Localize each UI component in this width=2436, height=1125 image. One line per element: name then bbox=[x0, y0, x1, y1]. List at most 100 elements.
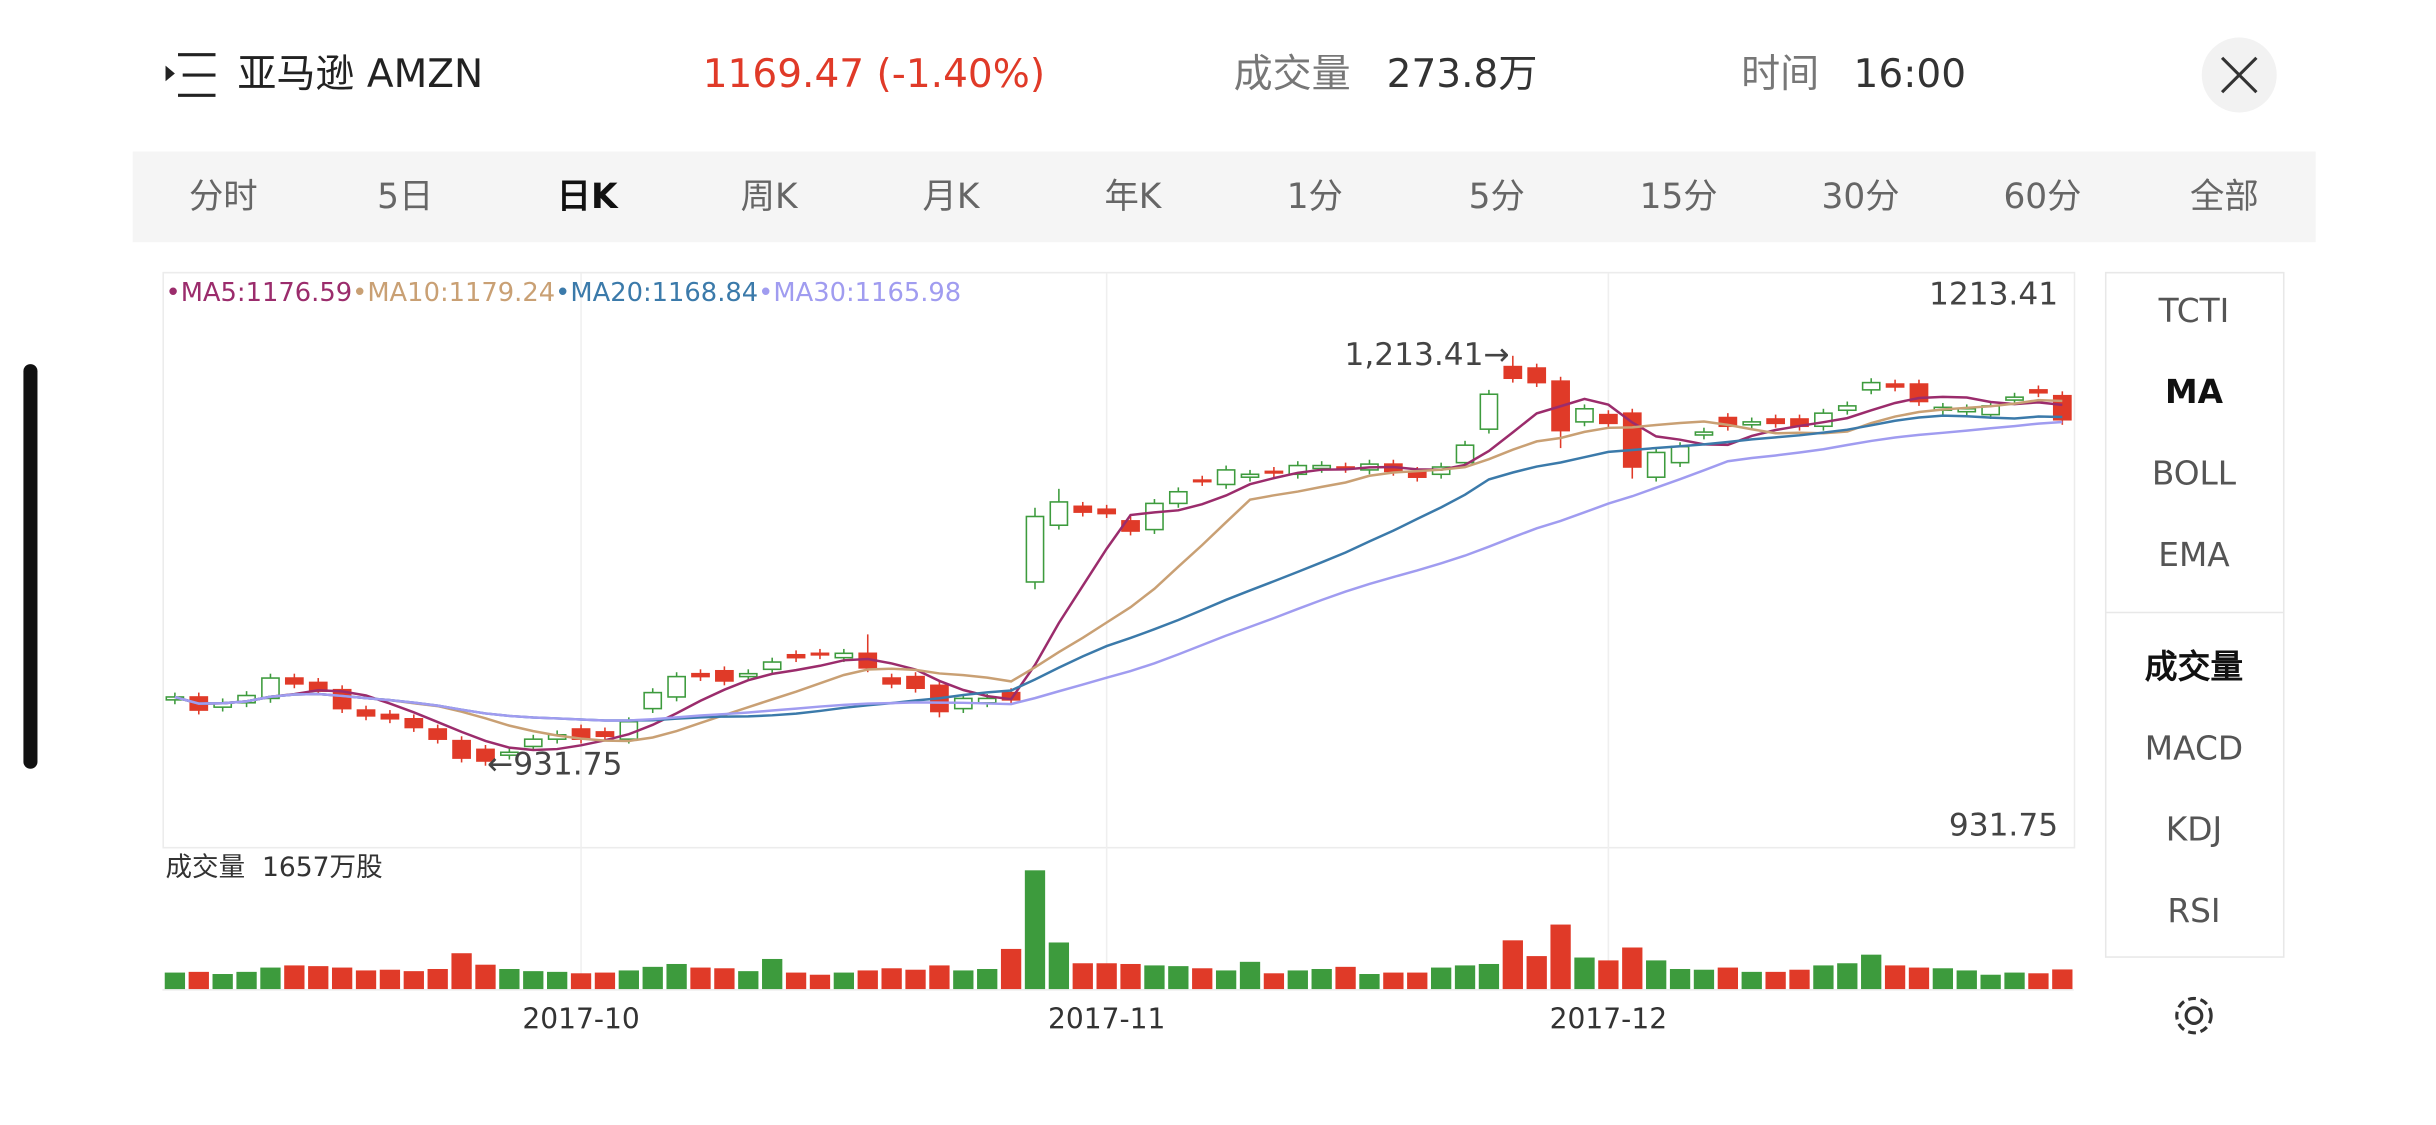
ma-line bbox=[174, 420, 2063, 722]
volume-bar bbox=[2028, 973, 2049, 990]
volume-bar bbox=[1000, 948, 1022, 990]
volume-bar bbox=[1263, 973, 1285, 990]
volume-bar bbox=[1693, 969, 1715, 990]
candle-body bbox=[1049, 501, 1069, 527]
volume-bar bbox=[2052, 969, 2073, 990]
volume-bar bbox=[1239, 961, 1261, 990]
tabs: 分时 5日 日K 周K 月K 年K 1分 5分 15分 30分 60分 全部 bbox=[189, 177, 2259, 217]
volume-bar bbox=[1574, 957, 1595, 990]
volume-bar bbox=[1717, 967, 1738, 990]
candle-body bbox=[762, 661, 782, 671]
candle-body bbox=[1575, 408, 1594, 423]
settings-icon[interactable] bbox=[2175, 996, 2213, 1035]
volume-bar bbox=[977, 968, 998, 990]
indicator[interactable]: BOLL bbox=[2152, 454, 2237, 492]
volume-bar bbox=[284, 965, 305, 990]
volume-bar bbox=[1884, 965, 1906, 990]
volume-bar bbox=[1837, 963, 1858, 990]
candle-body bbox=[1837, 405, 1857, 412]
sub-indicator[interactable]: MACD bbox=[2145, 729, 2243, 767]
volume-bar bbox=[523, 971, 544, 990]
candle-body bbox=[476, 748, 495, 762]
volume-bar bbox=[738, 971, 759, 990]
candle-body bbox=[1479, 393, 1499, 430]
menu-icon[interactable] bbox=[165, 53, 216, 97]
candle-body bbox=[2029, 389, 2048, 394]
volume-bar bbox=[762, 958, 783, 990]
close-x bbox=[2220, 56, 2258, 94]
volume-value: 273.8万 bbox=[1387, 52, 1538, 97]
candle-body bbox=[1694, 431, 1714, 436]
tab[interactable]: 30分 bbox=[1822, 177, 1900, 217]
volume-bar bbox=[1383, 972, 1404, 990]
sub-indicator[interactable]: 成交量 bbox=[2145, 648, 2243, 686]
menu-arrow bbox=[165, 65, 175, 82]
candle-body bbox=[1097, 508, 1117, 515]
tab[interactable]: 5日 bbox=[377, 177, 433, 217]
gear-inner bbox=[2184, 1006, 2204, 1025]
tab[interactable]: 5分 bbox=[1469, 177, 1525, 217]
tab[interactable]: 年K bbox=[1104, 177, 1162, 217]
candle-body bbox=[356, 709, 376, 717]
indicator[interactable]: EMA bbox=[2158, 536, 2230, 574]
volume-bar bbox=[1550, 924, 1571, 990]
gear-outer bbox=[2175, 996, 2213, 1035]
candle-body bbox=[1264, 470, 1284, 474]
volume-bar bbox=[690, 967, 711, 990]
volume-bar bbox=[403, 971, 424, 990]
volume-bar bbox=[547, 971, 568, 990]
candlestick-chart: 2017-10 2017-11 2017-12 •MA5:1176.59 •MA10:1… bbox=[164, 273, 2073, 1035]
tab[interactable]: 15分 bbox=[1640, 177, 1718, 217]
tab[interactable]: 周K bbox=[741, 177, 799, 217]
volume-bar bbox=[1908, 967, 1930, 990]
tab[interactable]: 全部 bbox=[2190, 177, 2259, 217]
volume-bar bbox=[164, 972, 186, 990]
tab[interactable]: 月K bbox=[923, 177, 981, 217]
volume-bar bbox=[809, 974, 831, 990]
candle-body bbox=[284, 677, 304, 685]
tab[interactable]: 60分 bbox=[2003, 177, 2081, 217]
volume-bar bbox=[1359, 974, 1380, 990]
volume-bar bbox=[1980, 974, 2001, 990]
candle-body bbox=[882, 677, 902, 685]
volume-bar bbox=[929, 965, 950, 990]
sub-indicator[interactable]: KDJ bbox=[2166, 811, 2222, 849]
sub-indicator[interactable]: RSI bbox=[2167, 892, 2220, 930]
candle-body bbox=[1455, 444, 1475, 464]
volume-bar bbox=[1024, 870, 1046, 990]
volume-bar bbox=[1669, 968, 1691, 990]
indicator[interactable]: MA bbox=[2165, 373, 2224, 411]
candle-body bbox=[906, 675, 925, 690]
x-tick-label: 2017-11 bbox=[1048, 1002, 1165, 1035]
volume-bar bbox=[475, 964, 496, 990]
candle-body bbox=[1742, 421, 1762, 426]
candle-body bbox=[834, 652, 854, 659]
indicator[interactable]: TCTI bbox=[2158, 292, 2230, 330]
candle-body bbox=[595, 731, 615, 738]
max-price-label: 1213.41 bbox=[1929, 276, 2058, 312]
candle-body bbox=[404, 718, 424, 729]
ma-legend: •MA20:1168.84 bbox=[555, 278, 758, 308]
candle-body bbox=[786, 653, 806, 659]
volume-bar bbox=[881, 968, 902, 990]
volume-bar bbox=[905, 969, 926, 990]
volume-bar bbox=[1598, 960, 1619, 990]
candle-body bbox=[1192, 479, 1212, 483]
close-button[interactable] bbox=[2201, 37, 2277, 113]
volume-bar bbox=[1526, 956, 1547, 990]
candle-body bbox=[428, 728, 448, 740]
tab[interactable]: 日K bbox=[557, 177, 619, 217]
volume-bar bbox=[857, 970, 878, 990]
volume-bar bbox=[1789, 969, 1810, 990]
candle-body bbox=[452, 739, 471, 759]
candle-body bbox=[1718, 416, 1738, 428]
tab[interactable]: 分时 bbox=[189, 177, 258, 217]
tab[interactable]: 1分 bbox=[1287, 177, 1343, 217]
volume-title: 成交量 1657万股 bbox=[166, 852, 383, 883]
tab-bar bbox=[132, 151, 2316, 243]
volume-bar bbox=[785, 972, 807, 990]
low-annotation: ←931.75 bbox=[487, 747, 622, 783]
volume-bar bbox=[1192, 968, 1213, 990]
volume-bar bbox=[1335, 966, 1356, 990]
